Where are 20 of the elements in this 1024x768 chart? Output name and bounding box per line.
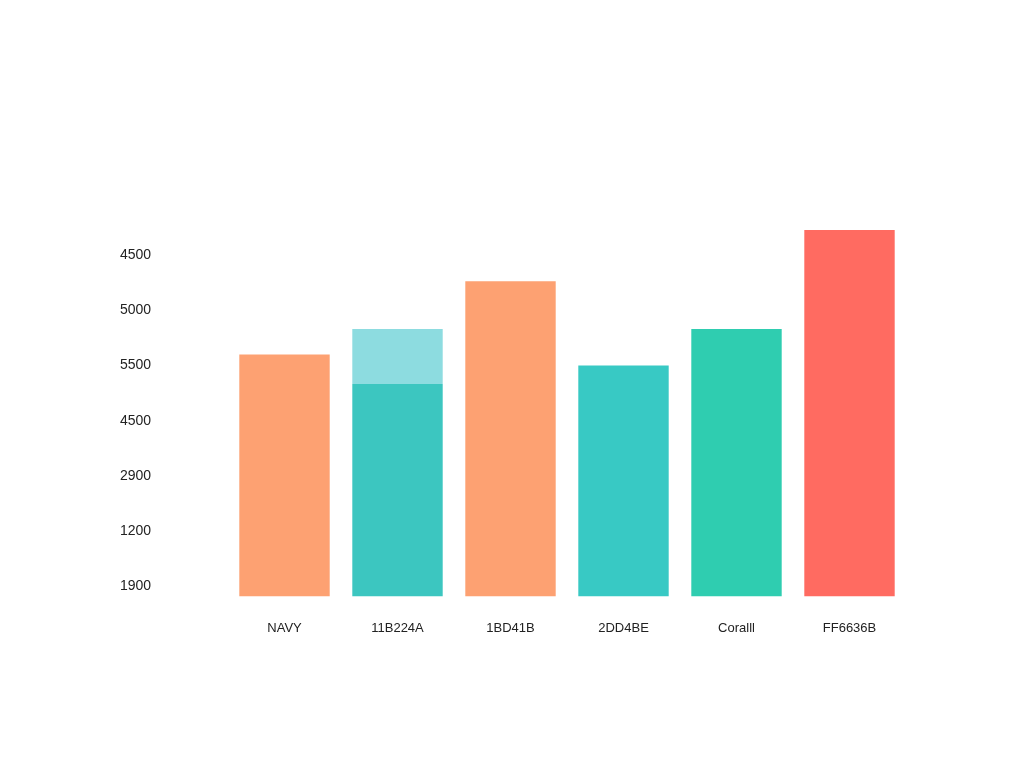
x-tick-label: Coralll <box>718 619 756 635</box>
text: 4500 <box>120 411 152 428</box>
bar <box>691 328 782 597</box>
text: 5500 <box>120 356 152 373</box>
x-tick-label: FF6636B <box>822 619 877 635</box>
bar <box>352 328 443 384</box>
x-tick-label: 2DD4BE <box>598 619 650 635</box>
x-tick-label: NAVY <box>267 619 303 635</box>
text: 2900 <box>120 466 152 483</box>
bar <box>239 354 330 597</box>
text: 5000 <box>120 301 152 318</box>
bar <box>804 230 895 597</box>
bar <box>465 281 556 597</box>
text: 1200 <box>120 522 152 539</box>
text: 1900 <box>120 577 152 594</box>
x-tick-label: 1BD41B <box>486 619 535 635</box>
bar <box>578 365 669 597</box>
x-tick-label: 11B224A <box>371 619 425 635</box>
text: 4500 <box>120 245 152 262</box>
bar <box>352 383 443 597</box>
